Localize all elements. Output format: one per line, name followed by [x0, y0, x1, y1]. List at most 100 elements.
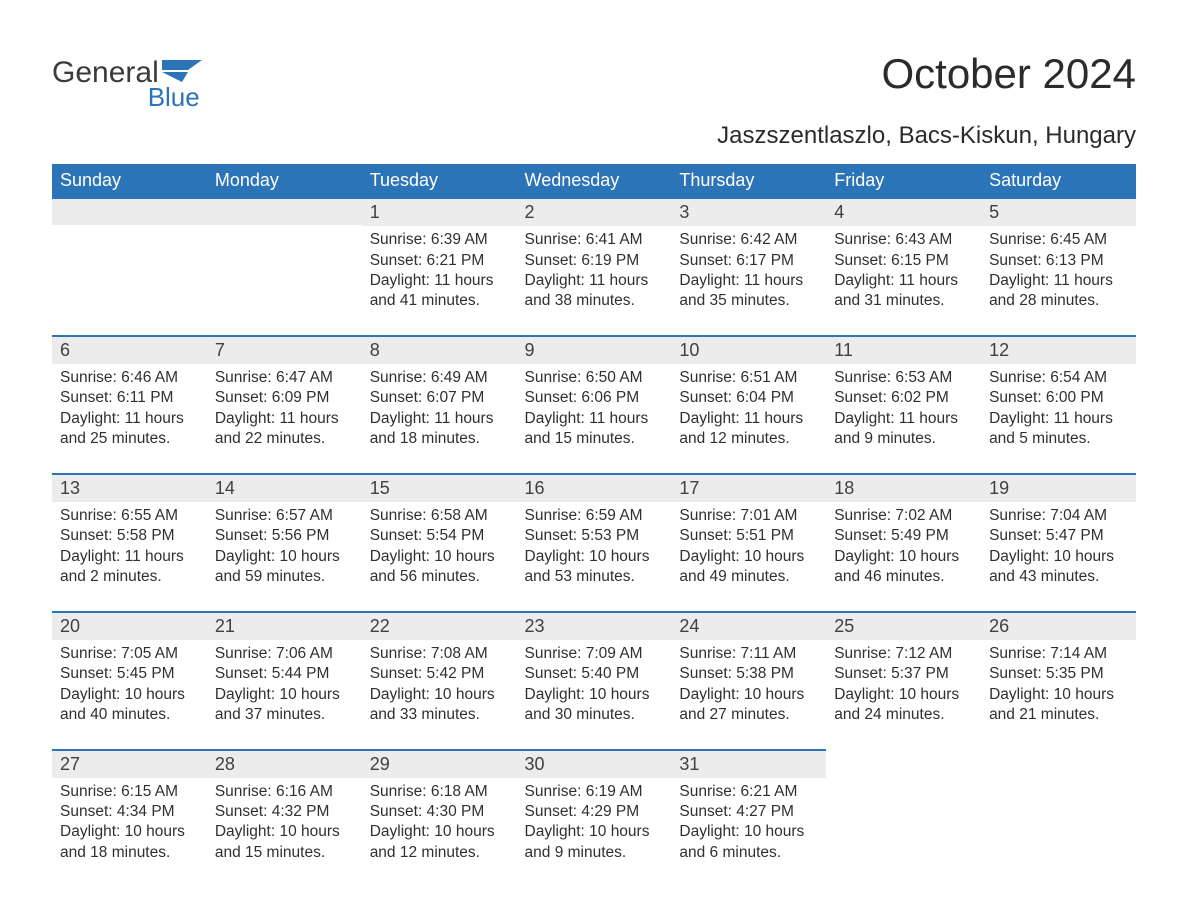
cell-sunrise: Sunrise: 6:49 AM — [370, 368, 509, 388]
cell-d2: and 18 minutes. — [370, 429, 509, 449]
day-number: 27 — [52, 751, 207, 778]
cell-d1: Daylight: 10 hours — [989, 547, 1128, 567]
cell-d1: Daylight: 11 hours — [370, 409, 509, 429]
calendar-body: 1Sunrise: 6:39 AMSunset: 6:21 PMDaylight… — [52, 198, 1136, 887]
day-number: 14 — [207, 475, 362, 502]
cell-sunrise: Sunrise: 7:05 AM — [60, 644, 199, 664]
title-block: October 2024 — [881, 50, 1136, 98]
cell-sunset: Sunset: 6:04 PM — [679, 388, 818, 408]
calendar-cell: 2Sunrise: 6:41 AMSunset: 6:19 PMDaylight… — [517, 198, 672, 336]
calendar-week-row: 13Sunrise: 6:55 AMSunset: 5:58 PMDayligh… — [52, 474, 1136, 612]
weekday-header: Tuesday — [362, 164, 517, 198]
cell-d2: and 33 minutes. — [370, 705, 509, 725]
day-number: 20 — [52, 613, 207, 640]
calendar-cell: 16Sunrise: 6:59 AMSunset: 5:53 PMDayligh… — [517, 474, 672, 612]
day-number: 19 — [981, 475, 1136, 502]
cell-d2: and 49 minutes. — [679, 567, 818, 587]
cell-d2: and 15 minutes. — [525, 429, 664, 449]
cell-sunrise: Sunrise: 7:06 AM — [215, 644, 354, 664]
cell-d2: and 21 minutes. — [989, 705, 1128, 725]
cell-d1: Daylight: 10 hours — [60, 822, 199, 842]
cell-d1: Daylight: 11 hours — [834, 271, 973, 291]
calendar-cell: 25Sunrise: 7:12 AMSunset: 5:37 PMDayligh… — [826, 612, 981, 750]
cell-d2: and 41 minutes. — [370, 291, 509, 311]
cell-d1: Daylight: 11 hours — [525, 271, 664, 291]
cell-sunset: Sunset: 5:54 PM — [370, 526, 509, 546]
calendar-cell: 11Sunrise: 6:53 AMSunset: 6:02 PMDayligh… — [826, 336, 981, 474]
calendar-cell — [52, 198, 207, 336]
cell-sunrise: Sunrise: 6:45 AM — [989, 230, 1128, 250]
cell-sunrise: Sunrise: 6:54 AM — [989, 368, 1128, 388]
cell-d2: and 12 minutes. — [370, 843, 509, 863]
cell-sunrise: Sunrise: 6:46 AM — [60, 368, 199, 388]
day-number: 1 — [362, 199, 517, 226]
calendar-cell: 17Sunrise: 7:01 AMSunset: 5:51 PMDayligh… — [671, 474, 826, 612]
empty-day — [826, 750, 981, 776]
calendar-table: Sunday Monday Tuesday Wednesday Thursday… — [52, 164, 1136, 887]
day-number: 22 — [362, 613, 517, 640]
cell-sunset: Sunset: 6:13 PM — [989, 251, 1128, 271]
calendar-cell: 22Sunrise: 7:08 AMSunset: 5:42 PMDayligh… — [362, 612, 517, 750]
cell-d1: Daylight: 10 hours — [370, 685, 509, 705]
day-number: 13 — [52, 475, 207, 502]
weekday-header: Sunday — [52, 164, 207, 198]
cell-sunset: Sunset: 5:51 PM — [679, 526, 818, 546]
cell-d2: and 46 minutes. — [834, 567, 973, 587]
calendar-cell — [826, 750, 981, 887]
cell-d2: and 24 minutes. — [834, 705, 973, 725]
calendar-cell: 30Sunrise: 6:19 AMSunset: 4:29 PMDayligh… — [517, 750, 672, 887]
cell-d2: and 31 minutes. — [834, 291, 973, 311]
calendar-cell: 12Sunrise: 6:54 AMSunset: 6:00 PMDayligh… — [981, 336, 1136, 474]
cell-d2: and 2 minutes. — [60, 567, 199, 587]
cell-sunset: Sunset: 5:40 PM — [525, 664, 664, 684]
cell-d2: and 6 minutes. — [679, 843, 818, 863]
cell-sunset: Sunset: 4:32 PM — [215, 802, 354, 822]
cell-sunset: Sunset: 6:15 PM — [834, 251, 973, 271]
day-number: 3 — [671, 199, 826, 226]
calendar-cell: 19Sunrise: 7:04 AMSunset: 5:47 PMDayligh… — [981, 474, 1136, 612]
day-number: 5 — [981, 199, 1136, 226]
cell-sunrise: Sunrise: 6:16 AM — [215, 782, 354, 802]
calendar-week-row: 1Sunrise: 6:39 AMSunset: 6:21 PMDaylight… — [52, 198, 1136, 336]
cell-d1: Daylight: 11 hours — [215, 409, 354, 429]
day-number: 11 — [826, 337, 981, 364]
cell-d1: Daylight: 11 hours — [679, 271, 818, 291]
month-title: October 2024 — [881, 50, 1136, 98]
cell-d1: Daylight: 11 hours — [60, 547, 199, 567]
cell-d2: and 25 minutes. — [60, 429, 199, 449]
header-row: General Blue October 2024 — [52, 50, 1136, 110]
cell-d2: and 15 minutes. — [215, 843, 354, 863]
calendar-cell: 14Sunrise: 6:57 AMSunset: 5:56 PMDayligh… — [207, 474, 362, 612]
cell-d1: Daylight: 10 hours — [215, 822, 354, 842]
calendar-cell: 26Sunrise: 7:14 AMSunset: 5:35 PMDayligh… — [981, 612, 1136, 750]
calendar-cell: 3Sunrise: 6:42 AMSunset: 6:17 PMDaylight… — [671, 198, 826, 336]
cell-sunset: Sunset: 5:47 PM — [989, 526, 1128, 546]
calendar-week-row: 6Sunrise: 6:46 AMSunset: 6:11 PMDaylight… — [52, 336, 1136, 474]
day-number: 31 — [671, 751, 826, 778]
cell-sunrise: Sunrise: 7:12 AM — [834, 644, 973, 664]
cell-d1: Daylight: 10 hours — [215, 685, 354, 705]
cell-d1: Daylight: 10 hours — [215, 547, 354, 567]
day-number: 9 — [517, 337, 672, 364]
cell-sunrise: Sunrise: 7:14 AM — [989, 644, 1128, 664]
day-number: 29 — [362, 751, 517, 778]
day-number: 15 — [362, 475, 517, 502]
cell-sunset: Sunset: 6:06 PM — [525, 388, 664, 408]
cell-sunset: Sunset: 6:11 PM — [60, 388, 199, 408]
cell-d2: and 9 minutes. — [525, 843, 664, 863]
cell-d1: Daylight: 10 hours — [525, 547, 664, 567]
cell-d1: Daylight: 10 hours — [679, 547, 818, 567]
cell-d1: Daylight: 10 hours — [679, 822, 818, 842]
weekday-header: Thursday — [671, 164, 826, 198]
calendar-week-row: 20Sunrise: 7:05 AMSunset: 5:45 PMDayligh… — [52, 612, 1136, 750]
cell-sunset: Sunset: 5:38 PM — [679, 664, 818, 684]
calendar-cell: 7Sunrise: 6:47 AMSunset: 6:09 PMDaylight… — [207, 336, 362, 474]
day-number: 16 — [517, 475, 672, 502]
cell-d2: and 37 minutes. — [215, 705, 354, 725]
logo: General Blue — [52, 58, 202, 110]
calendar-cell: 5Sunrise: 6:45 AMSunset: 6:13 PMDaylight… — [981, 198, 1136, 336]
cell-d2: and 40 minutes. — [60, 705, 199, 725]
cell-sunrise: Sunrise: 7:09 AM — [525, 644, 664, 664]
cell-d2: and 38 minutes. — [525, 291, 664, 311]
empty-day — [981, 750, 1136, 776]
